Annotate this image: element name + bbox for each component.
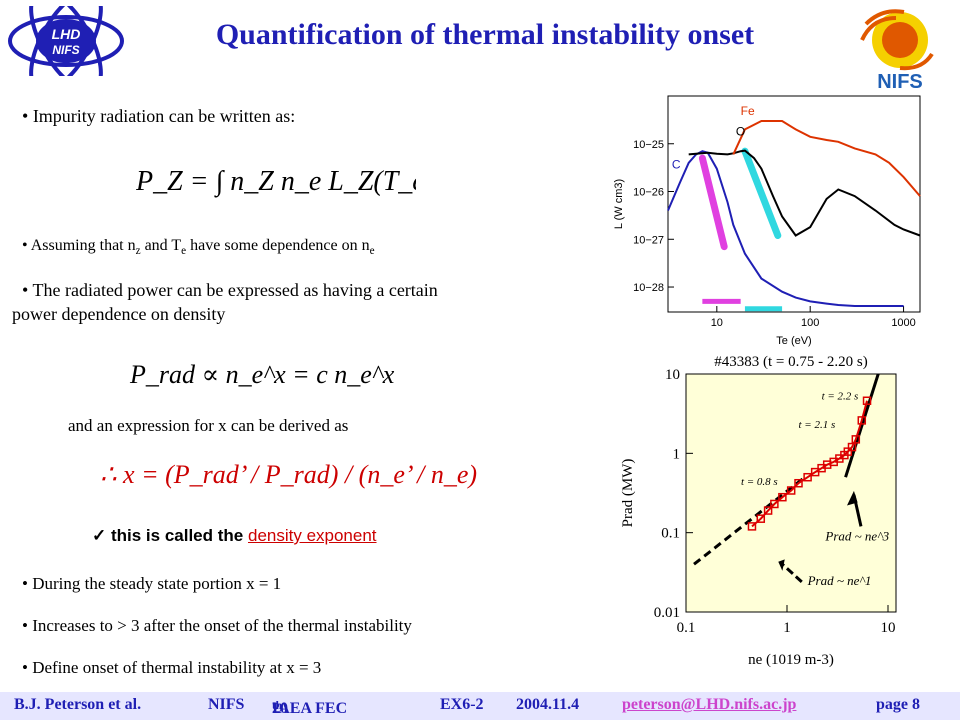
c-highlight — [698, 154, 728, 251]
equation-x-expression: ∴ x = (P_rad’ / P_rad) / (n_e’ / n_e) — [100, 460, 478, 489]
y-tick-label: 10−27 — [633, 234, 664, 246]
data-point — [778, 492, 787, 502]
series-label-o: O — [736, 124, 745, 138]
o-highlight — [741, 147, 782, 239]
density-exponent-note: ✓ this is called the density exponent — [92, 526, 377, 545]
data-point — [786, 486, 796, 495]
footer-date: 2004.11.4 — [516, 696, 580, 713]
data-point — [763, 506, 773, 515]
bullet-define-onset: • Define onset of thermal instability at… — [22, 658, 322, 677]
density-exponent-term: density exponent — [247, 526, 377, 545]
footer-email-link[interactable]: peterson@LHD.nifs.ac.jp — [622, 696, 797, 713]
y-axis-label: L (W cm3) — [613, 179, 625, 229]
data-line — [751, 400, 868, 528]
prad-vs-ne-chart: #43383 (t = 0.75 - 2.20 s) 0.1 1 10 0.01 0.1 1… — [606, 350, 956, 690]
x-tick-label: 0.1 — [677, 620, 696, 636]
data-point — [747, 522, 757, 531]
equation-pz-text: P_Z = ∫ n_Z n_e L_Z(T_e) dV — [136, 166, 416, 198]
x-tick-label: 1000 — [891, 317, 915, 329]
bullet-steady-state: • During the steady state portion x = 1 — [22, 574, 282, 593]
arrow-icon: ✓ — [92, 526, 107, 545]
data-point — [851, 435, 861, 444]
y-tick-label: 0.01 — [654, 605, 680, 621]
arrow-n1 — [781, 563, 803, 583]
x-axis-label: ne (1019 m-3) — [748, 652, 834, 668]
x-tick-label: 10 — [881, 620, 896, 636]
chart-annotation-t22: t = 2.2 s — [822, 390, 859, 402]
arrow-n1-head — [778, 559, 785, 571]
y-tick-label: 10 — [665, 367, 680, 383]
data-point — [770, 499, 779, 509]
series-line-O — [688, 149, 921, 237]
bullet-increases: • Increases to > 3 after the onset of th… — [22, 616, 412, 635]
fit-line-n3 — [844, 373, 880, 478]
y-axis-label: Prad (MW) — [620, 459, 636, 528]
bullet-impurity-radiation: • Impurity radiation can be written as: — [22, 106, 296, 126]
derive-expression-text: and an expression for x can be derived a… — [68, 416, 349, 435]
arrow-n3-head — [846, 490, 858, 506]
y-tick-label: 1 — [673, 446, 681, 462]
data-point — [803, 472, 812, 482]
nifs-logo: NIFS — [852, 4, 948, 93]
data-point — [857, 416, 867, 425]
cooling-rate-chart-svg: 10 100 1000 10−25 10−26 10−27 10−28 Te (eV) L (W… — [613, 95, 921, 347]
y-tick-label: 10−26 — [633, 187, 664, 199]
series-label-fe: Fe — [741, 104, 755, 118]
equation-prad-proportional: P_rad ∝ n_e^x = c n_e^x — [130, 360, 395, 389]
x-tick-label: 10 — [711, 317, 723, 329]
footer-org: NIFS — [208, 696, 245, 713]
data-point — [756, 514, 766, 523]
data-point — [794, 478, 803, 488]
chart-annotation-t08: t = 0.8 s — [741, 476, 778, 488]
bullet-assuming: • Assuming that nz and Te have some depe… — [22, 237, 375, 258]
chart-title: #43383 (t = 0.75 - 2.20 s) — [714, 354, 867, 370]
slide-title: Quantification of thermal instability on… — [215, 18, 755, 51]
fit-label-n3: Prad ~ ne^3 — [824, 528, 889, 543]
svg-text:NIFS: NIFS — [877, 71, 923, 92]
fit-line-n1 — [693, 476, 806, 566]
lhd-logo: LHD NIFS — [6, 0, 126, 93]
series-label-c: C — [672, 158, 681, 172]
fit-label-n1: Prad ~ ne^1 — [807, 573, 872, 588]
x-tick-label: 100 — [801, 317, 819, 329]
plot-frame — [667, 95, 921, 313]
cooling-rate-chart: 10 100 1000 10−25 10−26 10−27 10−28 Te (eV) L (W… — [610, 90, 950, 350]
x-tick-label: 1 — [783, 620, 791, 636]
x-axis-label: Te (eV) — [776, 335, 811, 347]
prad-vs-ne-chart-svg: #43383 (t = 0.75 - 2.20 s)0.1 1 100.010.11… — [620, 354, 897, 668]
y-tick-label: 10−28 — [633, 282, 664, 294]
footer-page: page 8 — [876, 696, 920, 713]
y-tick-label: 0.1 — [661, 526, 680, 542]
equation-pz: P_Z = ∫ n_Z n_e L_Z(T_e) dV — [135, 150, 475, 210]
footer-paper: EX6-2 — [440, 696, 484, 713]
series-line-Fe — [732, 120, 921, 197]
svg-text:NIFS: NIFS — [52, 43, 79, 57]
footer-author: B.J. Peterson et al. — [14, 696, 142, 713]
chart-annotation-t21: t = 2.1 s — [799, 419, 836, 431]
data-point — [862, 396, 872, 406]
bullet-radiated-power: • The radiated power can be expressed as… — [12, 280, 438, 324]
y-tick-label: 10−25 — [633, 139, 664, 151]
svg-text:LHD: LHD — [52, 26, 81, 42]
